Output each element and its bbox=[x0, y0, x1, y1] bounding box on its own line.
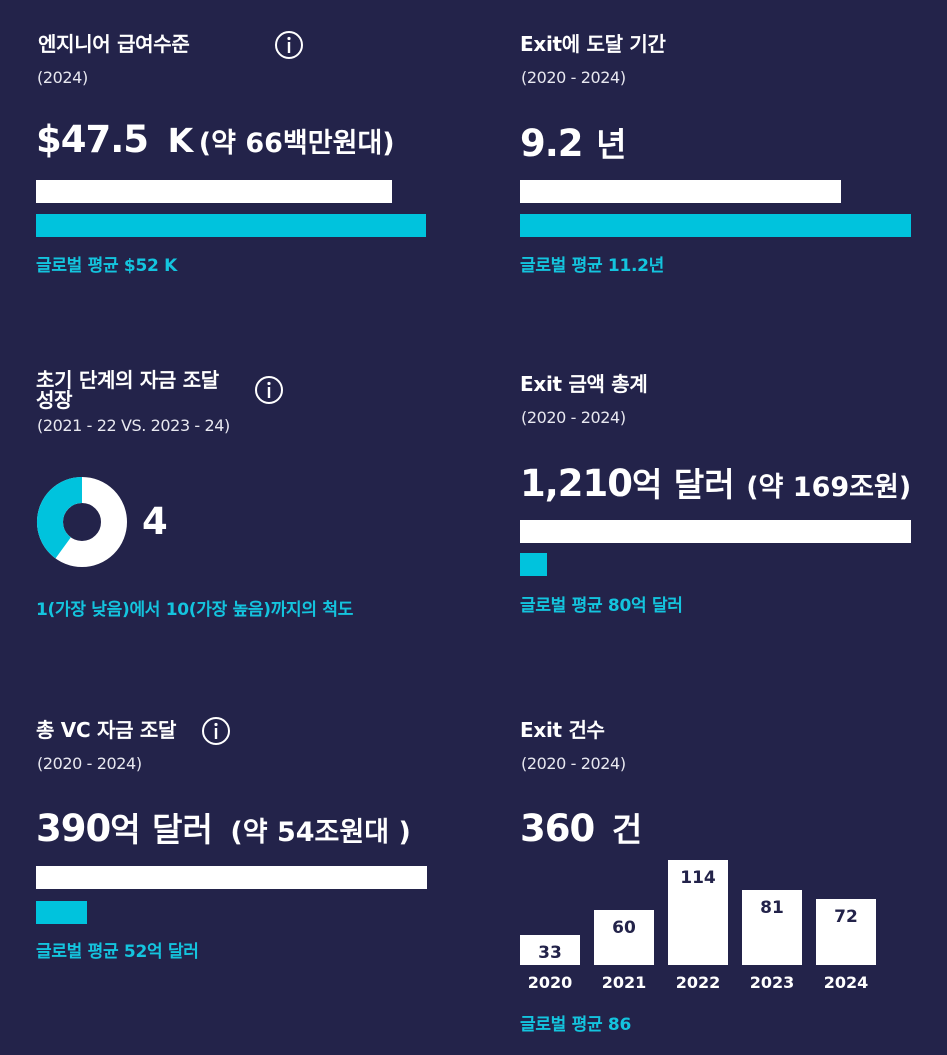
exit-time-period: (2020 - 2024) bbox=[521, 68, 626, 87]
exit-count-bar-label: 60 bbox=[612, 917, 636, 938]
info-icon[interactable] bbox=[254, 375, 284, 405]
vc-total-value-line: 390억 달러 (약 54조원대 ) bbox=[36, 803, 411, 851]
early-funding-period: (2021 - 22 VS. 2023 - 24) bbox=[37, 416, 230, 435]
exit-total-period: (2020 - 2024) bbox=[521, 408, 626, 427]
exit-time-bar bbox=[520, 180, 841, 203]
early-funding-panel: 초기 단계의 자금 조달 성장 (2021 - 22 VS. 2023 - 24… bbox=[36, 365, 456, 625]
exit-count-year-label: 2024 bbox=[823, 973, 869, 992]
exit-total-value: 1,210 bbox=[520, 462, 633, 505]
vc-total-global-bar bbox=[36, 901, 87, 924]
exit-count-bar bbox=[816, 898, 876, 965]
exit-total-panel: Exit 금액 총계 (2020 - 2024) 1,210억 달러 (약 16… bbox=[520, 365, 930, 625]
exit-total-bar bbox=[520, 520, 911, 543]
vc-total-unit: 억 달러 bbox=[110, 810, 213, 849]
exit-count-year-label: 2023 bbox=[749, 973, 795, 992]
exit-count-bar bbox=[594, 909, 654, 965]
exit-count-unit: 건 bbox=[611, 810, 643, 849]
exit-total-global-bar bbox=[520, 553, 547, 576]
exit-time-panel: Exit에 도달 기간 (2020 - 2024) 9.2 년 글로벌 평균 1… bbox=[520, 30, 920, 280]
early-funding-value: 4 bbox=[142, 500, 168, 543]
exit-total-value-line: 1,210억 달러 (약 169조원) bbox=[520, 458, 911, 506]
exit-count-bar bbox=[742, 890, 802, 965]
exit-count-bar bbox=[668, 860, 728, 965]
vc-total-title: 총 VC 자금 조달 bbox=[36, 718, 177, 742]
exit-count-panel: Exit 건수 (2020 - 2024) 360 건 33 2020 60 2021… bbox=[520, 715, 930, 1045]
early-funding-scale-note: 1(가장 낮음)에서 10(가장 높음)까지의 척도 bbox=[36, 600, 354, 620]
exit-count-year-label: 2020 bbox=[527, 973, 573, 992]
exit-time-global-avg: 글로벌 평균 11.2년 bbox=[520, 256, 665, 276]
early-funding-title-line1: 초기 단계의 자금 조달 bbox=[36, 368, 219, 392]
vc-total-note: (약 54조원대 ) bbox=[230, 817, 411, 848]
vc-total-panel: 총 VC 자금 조달 (2020 - 2024) 390억 달러 (약 54조원… bbox=[36, 715, 496, 965]
exit-total-global-avg: 글로벌 평균 80억 달러 bbox=[520, 596, 683, 616]
salary-global-bar bbox=[36, 214, 426, 237]
salary-value-line: $47.5 K (약 66백만원대) bbox=[36, 118, 395, 161]
exit-time-value: 9.2 bbox=[520, 122, 584, 165]
early-funding-title-line2: 성장 bbox=[36, 388, 73, 412]
salary-unit: K bbox=[167, 121, 194, 160]
vc-total-period: (2020 - 2024) bbox=[37, 754, 142, 773]
exit-total-unit: 억 달러 bbox=[632, 465, 735, 504]
early-funding-donut bbox=[37, 477, 127, 567]
exit-count-global-avg: 글로벌 평균 86 bbox=[520, 1015, 631, 1035]
exit-count-bar-label: 72 bbox=[834, 906, 858, 927]
salary-title: 엔지니어 급여수준 bbox=[38, 32, 190, 56]
exit-count-period: (2020 - 2024) bbox=[521, 754, 626, 773]
exit-count-bar-label: 81 bbox=[760, 898, 784, 919]
exit-count-year-label: 2021 bbox=[601, 973, 647, 992]
exit-time-value-line: 9.2 년 bbox=[520, 118, 627, 166]
exit-count-value: 360 bbox=[520, 807, 595, 850]
exit-count-value-line: 360 건 bbox=[520, 803, 642, 851]
salary-global-avg: 글로벌 평균 $52 K bbox=[36, 256, 178, 276]
exit-time-title: Exit에 도달 기간 bbox=[520, 32, 666, 56]
info-icon[interactable] bbox=[201, 716, 231, 746]
exit-count-title: Exit 건수 bbox=[520, 718, 605, 742]
donut-value-arc bbox=[37, 477, 83, 559]
vc-total-bar bbox=[36, 866, 427, 889]
exit-count-year-label: 2022 bbox=[675, 973, 721, 992]
early-funding-score: 4 bbox=[142, 500, 168, 543]
exit-total-title: Exit 금액 총계 bbox=[520, 372, 648, 396]
exit-count-bar-chart: 33 2020 60 2021 114 2022 81 2023 72 2024 bbox=[520, 855, 920, 1005]
exit-count-bar-label: 114 bbox=[680, 868, 716, 888]
vc-total-global-avg: 글로벌 평균 52억 달러 bbox=[36, 942, 199, 962]
exit-count-bar bbox=[520, 934, 580, 965]
salary-panel: 엔지니어 급여수준 (2024) $47.5 K (약 66백만원대) 글로벌 … bbox=[36, 30, 456, 280]
exit-total-note: (약 169조원) bbox=[746, 472, 912, 503]
vc-total-value: 390 bbox=[36, 807, 111, 850]
info-icon[interactable] bbox=[274, 30, 304, 60]
salary-value: $47.5 bbox=[36, 118, 149, 161]
exit-time-global-bar bbox=[520, 214, 911, 237]
exit-count-bar-label: 33 bbox=[538, 942, 562, 963]
salary-bar bbox=[36, 180, 392, 203]
salary-period: (2024) bbox=[37, 68, 88, 87]
exit-time-unit: 년 bbox=[596, 125, 627, 164]
salary-note: (약 66백만원대) bbox=[198, 128, 395, 159]
